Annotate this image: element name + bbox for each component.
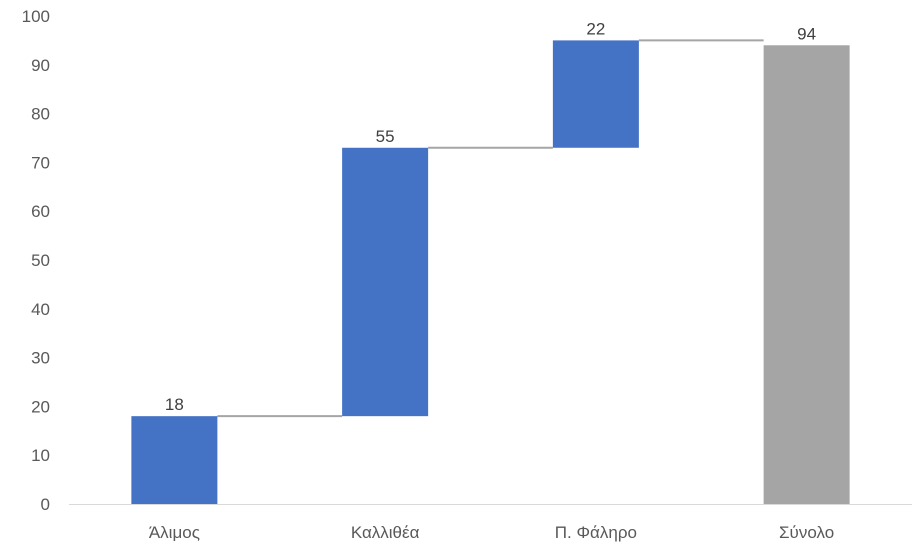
x-tick-label: Π. Φάληρο	[555, 523, 637, 542]
x-tick-label: Σύνολο	[779, 523, 834, 542]
y-tick-label: 0	[41, 495, 50, 514]
y-tick-label: 30	[31, 349, 50, 368]
y-tick-label: 60	[31, 202, 50, 221]
y-tick-label: 40	[31, 300, 50, 319]
increase-bar	[552, 40, 639, 148]
y-tick-label: 20	[31, 397, 50, 416]
y-tick-label: 100	[22, 7, 50, 26]
x-tick-label: Άλιμος	[149, 523, 200, 542]
y-axis: 0 10 20 30 40 50 60 70 80 90 100	[22, 7, 50, 514]
increase-bar	[342, 147, 429, 417]
data-labels: 18 55 22 94	[165, 19, 816, 414]
data-label: 18	[165, 395, 184, 414]
data-label: 94	[797, 24, 816, 43]
total-bar	[763, 45, 850, 504]
increase-bar	[131, 416, 218, 504]
y-tick-label: 70	[31, 153, 50, 172]
y-tick-label: 90	[31, 56, 50, 75]
x-tick-label: Καλλιθέα	[351, 523, 420, 542]
y-tick-label: 50	[31, 251, 50, 270]
data-label: 22	[586, 19, 605, 38]
x-axis: Άλιμος Καλλιθέα Π. Φάληρο Σύνολο	[149, 523, 834, 542]
y-tick-label: 80	[31, 105, 50, 124]
data-label: 55	[376, 127, 395, 146]
bars	[131, 40, 850, 504]
connector-lines	[217, 39, 764, 418]
y-tick-label: 10	[31, 446, 50, 465]
